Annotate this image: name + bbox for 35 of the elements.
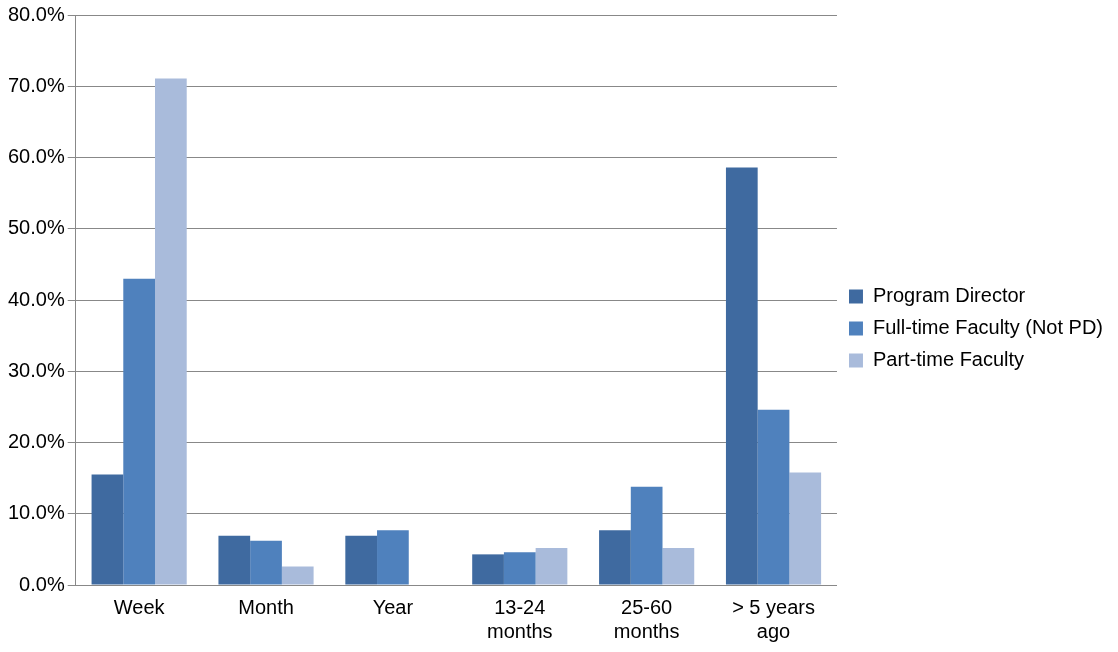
bar — [281, 566, 314, 585]
bar — [535, 547, 568, 585]
bar — [757, 409, 790, 585]
legend-label: Full-time Faculty (Not PD) — [872, 316, 1103, 339]
legend-label: Part-time Faculty — [872, 348, 1025, 371]
x-tick-label: 13-24 months — [486, 595, 553, 642]
legend-label: Program Director — [872, 284, 1026, 307]
x-tick-label: Year — [372, 595, 414, 618]
bar — [250, 540, 282, 585]
bar — [377, 530, 409, 585]
bar — [218, 535, 251, 585]
x-tick-label: Month — [238, 595, 294, 618]
bar — [345, 535, 378, 585]
bar — [123, 278, 156, 585]
y-tick-label: 30.0% — [7, 358, 65, 381]
y-tick-label: 40.0% — [7, 287, 65, 310]
bar — [599, 530, 631, 585]
bar — [472, 554, 504, 585]
y-tick-label: 70.0% — [7, 73, 65, 96]
x-tick-label: 25-60 months — [613, 595, 680, 642]
y-tick-label: 20.0% — [7, 430, 65, 453]
bar — [789, 472, 822, 585]
bar — [503, 552, 536, 585]
bar — [155, 78, 187, 585]
x-tick-label: Week — [113, 595, 166, 618]
bar — [662, 547, 695, 585]
y-tick-label: 10.0% — [7, 501, 65, 524]
y-tick-label: 60.0% — [7, 145, 65, 168]
y-tick-label: 50.0% — [7, 216, 65, 239]
y-tick-label: 80.0% — [7, 2, 65, 25]
y-tick-label: 0.0% — [19, 572, 65, 595]
bar — [91, 474, 124, 585]
bar — [725, 167, 758, 585]
bar — [630, 486, 663, 585]
x-tick-label: > 5 years ago — [732, 595, 815, 642]
